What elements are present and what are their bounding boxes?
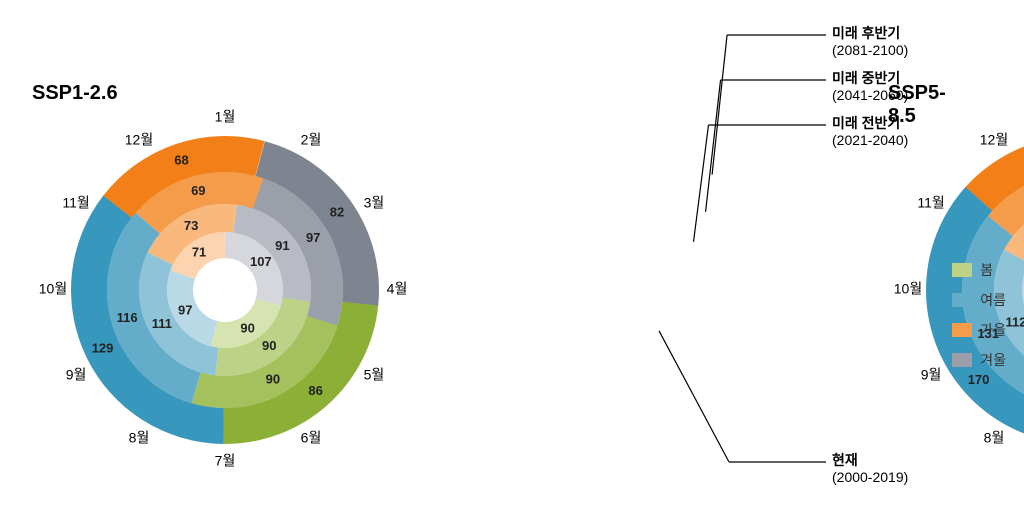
donut-chart-ssp126: 107 90 97 71 91 90 111 73 97 90 116 69 82 86 129 68 1월 2월…: [33, 98, 417, 482]
month-ssp585-9: 9월: [921, 367, 942, 383]
legend-row-겨울: 겨울: [952, 350, 1006, 370]
month-ssp126-10: 10월: [39, 281, 67, 297]
month-ssp585-12: 12월: [980, 132, 1008, 148]
legend-label: 겨울: [980, 350, 1006, 370]
month-ssp585-10: 10월: [894, 281, 922, 297]
annotation-0: 미래 후반기(2081-2100): [832, 25, 908, 59]
month-ssp126-8: 8월: [129, 430, 150, 446]
val-ssp126-mid-winter: 97: [306, 230, 320, 245]
month-ssp126-12: 12월: [125, 132, 153, 148]
val-ssp126-late-winter: 82: [330, 204, 344, 219]
season-legend: 봄여름가을겨울: [952, 260, 1006, 380]
legend-row-가을: 가을: [952, 320, 1006, 340]
chart-ssp585-wrap: SSP5-8.5 1079097719686112718384131673979…: [440, 0, 880, 524]
val-ssp126-late-summer: 129: [92, 341, 114, 356]
val-ssp126-mid-summer: 116: [117, 310, 138, 325]
annotation-1: 미래 중반기(2041-2060): [832, 70, 908, 104]
annotation-2: 미래 전반기(2021-2040): [832, 115, 908, 149]
val-ssp126-mid-spring: 90: [266, 371, 280, 386]
legend-row-봄: 봄: [952, 260, 1006, 280]
month-ssp585-11: 11월: [917, 195, 944, 211]
val-ssp126-present-spring: 90: [240, 320, 254, 335]
legend-swatch: [952, 263, 972, 277]
val-ssp126-near-autumn: 73: [184, 218, 198, 233]
legend-label: 봄: [980, 260, 993, 280]
val-ssp126-near-spring: 90: [262, 338, 276, 353]
month-ssp126-1: 1월: [215, 109, 236, 125]
val-ssp126-near-summer: 111: [152, 316, 172, 331]
chart-ssp126-wrap: SSP1-2.6 1079097719190111739790116698286…: [0, 0, 440, 524]
legend-swatch: [952, 293, 972, 307]
month-ssp126-7: 7월: [215, 453, 236, 469]
month-ssp126-9: 9월: [66, 367, 87, 383]
month-ssp126-6: 6월: [301, 430, 322, 446]
val-ssp585-near-summer: 112: [1006, 314, 1024, 329]
val-ssp126-late-spring: 86: [308, 383, 322, 398]
val-ssp126-late-autumn: 68: [174, 153, 188, 168]
legend-swatch: [952, 353, 972, 367]
val-ssp126-near-winter: 91: [275, 238, 289, 253]
month-ssp126-5: 5월: [364, 367, 385, 383]
val-ssp126-mid-autumn: 69: [191, 183, 205, 198]
legend-row-여름: 여름: [952, 290, 1006, 310]
legend-label: 여름: [980, 290, 1006, 310]
annotation-3: 현재(2000-2019): [832, 452, 908, 486]
chart-container: SSP1-2.6 1079097719190111739790116698286…: [0, 0, 1024, 524]
val-ssp126-present-autumn: 71: [192, 245, 206, 260]
month-ssp585-8: 8월: [984, 430, 1005, 446]
month-ssp126-4: 4월: [387, 281, 408, 297]
month-ssp126-2: 2월: [301, 132, 322, 148]
legend-swatch: [952, 323, 972, 337]
val-ssp126-present-winter: 107: [250, 254, 272, 269]
month-ssp126-3: 3월: [364, 195, 385, 211]
val-ssp126-present-summer: 97: [178, 303, 192, 318]
month-ssp126-11: 11월: [62, 195, 89, 211]
legend-label: 가을: [980, 320, 1006, 340]
